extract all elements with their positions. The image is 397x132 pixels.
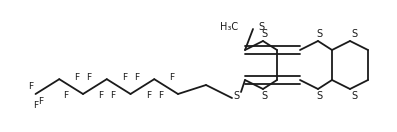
Text: H₃C: H₃C	[220, 22, 238, 32]
Text: F: F	[98, 91, 103, 100]
Text: S: S	[316, 29, 322, 39]
Text: S: S	[316, 91, 322, 101]
Text: F: F	[146, 91, 151, 100]
Text: F: F	[63, 91, 68, 100]
Text: S: S	[351, 91, 357, 101]
Text: S: S	[261, 29, 267, 39]
Text: F: F	[28, 82, 33, 91]
Text: S: S	[258, 22, 264, 32]
Text: F: F	[110, 91, 116, 100]
Text: F: F	[33, 100, 38, 110]
Text: S: S	[233, 91, 239, 101]
Text: F: F	[122, 73, 127, 82]
Text: S: S	[351, 29, 357, 39]
Text: F: F	[87, 73, 92, 82]
Text: F: F	[158, 91, 163, 100]
Text: S: S	[261, 91, 267, 101]
Text: F: F	[74, 73, 79, 82]
Text: F: F	[170, 73, 175, 82]
Text: F: F	[38, 97, 43, 106]
Text: F: F	[134, 73, 139, 82]
